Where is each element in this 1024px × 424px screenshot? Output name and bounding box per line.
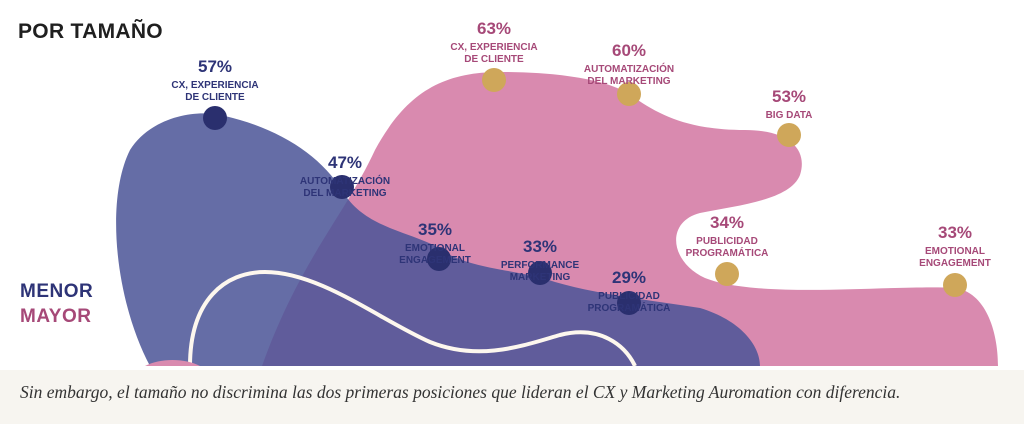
point-menor-2 (330, 175, 354, 199)
point-menor-3 (427, 247, 451, 271)
chart-title: POR TAMAÑO (18, 20, 163, 43)
point-mayor-4 (715, 262, 739, 286)
point-mayor-3 (777, 123, 801, 147)
value-label-menor-1: 57% (198, 57, 232, 76)
category-label-menor-1-line-2: DE CLIENTE (185, 92, 245, 103)
category-label-mayor-1-line-1: CX, EXPERIENCIA (450, 42, 537, 53)
category-label-menor-3-line-1: EMOTIONAL (405, 243, 465, 254)
category-label-mayor-4-line-2: PROGRAMÁTICA (686, 246, 769, 259)
value-label-mayor-3: 53% (772, 87, 806, 106)
value-label-mayor-2: 60% (612, 41, 646, 60)
legend-item-mayor: MAYOR (20, 306, 92, 327)
category-label-menor-2-line-2: DEL MARKETING (303, 188, 386, 199)
value-label-menor-3: 35% (418, 220, 452, 239)
value-label-mayor-1: 63% (477, 19, 511, 38)
value-label-mayor-4: 34% (710, 213, 744, 232)
caption-bar (0, 370, 1024, 424)
category-label-mayor-5-line-2: ENGAGEMENT (919, 258, 991, 269)
category-label-mayor-4-line-1: PUBLICIDAD (696, 236, 758, 247)
area-mayor-sliver (145, 360, 200, 366)
category-label-mayor-1-line-2: DE CLIENTE (464, 54, 524, 65)
category-label-menor-5-line-1: PUBLICIDAD (598, 291, 660, 302)
category-label-mayor-3-line-1: BIG DATA (766, 110, 813, 121)
value-label-menor-2: 47% (328, 153, 362, 172)
category-label-mayor-2-line-2: DEL MARKETING (587, 76, 670, 87)
chart-caption: Sin embargo, el tamaño no discrimina las… (20, 382, 901, 402)
category-label-menor-2-line-1: AUTOMATIZACIÓN (300, 174, 390, 187)
category-label-mayor-5-line-1: EMOTIONAL (925, 246, 985, 257)
value-label-mayor-5: 33% (938, 223, 972, 242)
point-menor-1 (203, 106, 227, 130)
category-label-menor-3-line-2: ENGAGEMENT (399, 255, 471, 266)
point-mayor-1 (482, 68, 506, 92)
category-label-menor-4-line-2: MARKETING (510, 272, 571, 283)
point-menor-5 (617, 291, 641, 315)
category-label-mayor-2-line-1: AUTOMATIZACIÓN (584, 62, 674, 75)
legend-item-menor: MENOR (20, 281, 94, 302)
category-label-menor-4-line-1: PERFORMANCE (501, 260, 580, 271)
category-label-menor-5-line-2: PROGRAMÁTICA (588, 301, 671, 314)
point-mayor-2 (617, 82, 641, 106)
value-label-menor-5: 29% (612, 268, 646, 287)
area-menor (116, 113, 761, 367)
point-menor-4 (528, 261, 552, 285)
value-label-menor-4: 33% (523, 237, 557, 256)
point-mayor-5 (943, 273, 967, 297)
decorative-curve (188, 269, 637, 367)
category-label-menor-1-line-1: CX, EXPERIENCIA (171, 80, 258, 91)
